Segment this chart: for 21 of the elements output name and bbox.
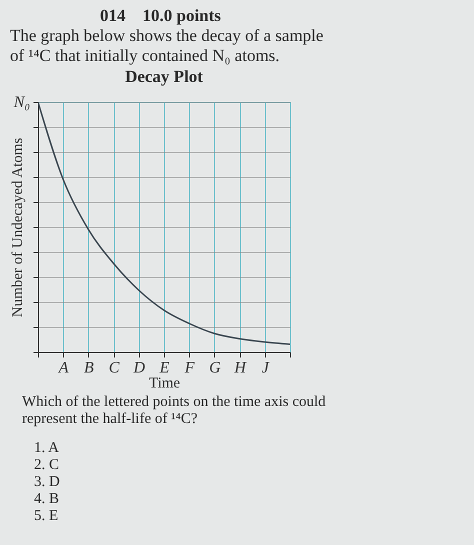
text: 3. D <box>33 474 61 491</box>
text: 5. E <box>33 508 60 525</box>
text: 4. B <box>33 491 60 508</box>
text: Which of the lettered points on the time axis could represent the half-life of ¹⁴C? <box>22 394 327 428</box>
text: 2. C <box>33 457 60 474</box>
x-tick-label: F <box>184 360 195 376</box>
x-tick-label: E <box>158 360 170 376</box>
x-tick-label: G <box>209 360 222 376</box>
x-tick-label: B <box>84 360 94 376</box>
x-tick-label: A <box>58 360 69 376</box>
text: N₀ <box>12 94 30 111</box>
text: The graph below shows the decay of a sample of ¹⁴C that initially contained N₀ atoms. <box>10 26 324 66</box>
y-axis-title: Number of Undecayed Atoms <box>10 138 26 318</box>
x-tick-label: D <box>132 360 146 376</box>
chart-title: Decay Plot <box>125 67 204 86</box>
text: 1. A <box>33 440 60 457</box>
x-tick-label: J <box>262 360 270 376</box>
text: 014 10.0 points <box>99 6 222 26</box>
x-axis-title: Time <box>148 376 180 392</box>
x-tick-label: C <box>108 360 120 376</box>
x-tick-label: H <box>233 360 248 376</box>
